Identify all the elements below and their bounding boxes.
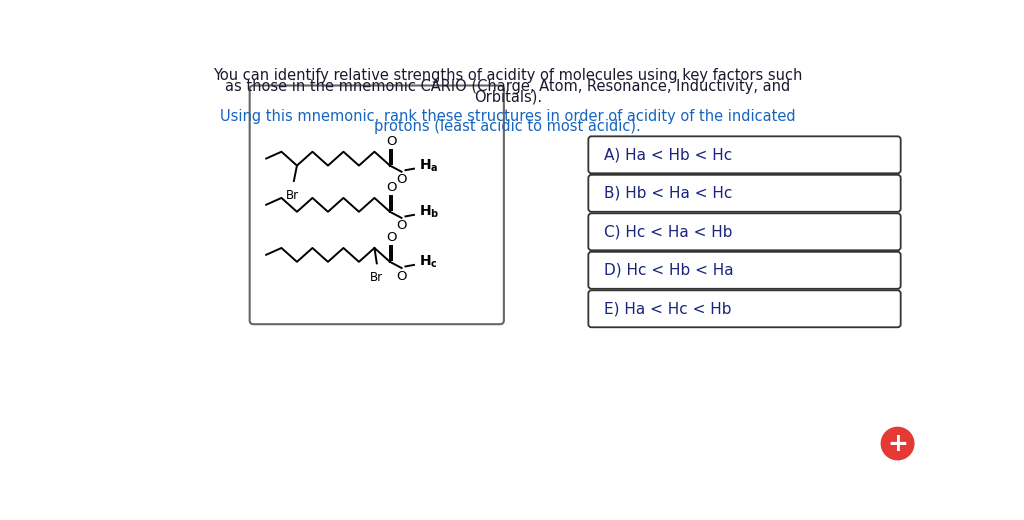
Text: You can identify relative strengths of acidity of molecules using key factors su: You can identify relative strengths of a… — [213, 68, 803, 83]
Text: +: + — [887, 432, 908, 456]
Text: $\mathbf{H_c}$: $\mathbf{H_c}$ — [419, 254, 437, 270]
Text: O: O — [396, 219, 407, 232]
Text: O: O — [396, 173, 407, 186]
FancyBboxPatch shape — [250, 85, 504, 324]
Text: O: O — [386, 231, 396, 244]
Text: $\mathbf{H_a}$: $\mathbf{H_a}$ — [419, 158, 438, 174]
FancyBboxPatch shape — [589, 175, 901, 212]
Text: as those in the mnemonic CARIO (Charge, Atom, Resonance, Inductivity, and: as those in the mnemonic CARIO (Charge, … — [225, 79, 791, 94]
Text: Using this mnemonic, rank these structures in order of acidity of the indicated: Using this mnemonic, rank these structur… — [220, 109, 796, 124]
Text: D) Hc < Hb < Ha: D) Hc < Hb < Ha — [604, 263, 733, 278]
Text: O: O — [386, 135, 396, 148]
Text: A) Ha < Hb < Hc: A) Ha < Hb < Hc — [604, 147, 732, 162]
Text: O: O — [396, 269, 407, 282]
FancyBboxPatch shape — [589, 290, 901, 327]
Circle shape — [882, 427, 913, 460]
Text: E) Ha < Hc < Hb: E) Ha < Hc < Hb — [604, 301, 731, 316]
Text: Orbitals).: Orbitals). — [474, 89, 542, 105]
Text: protons (least acidic to most acidic).: protons (least acidic to most acidic). — [375, 120, 641, 134]
Text: O: O — [386, 181, 396, 194]
Text: $\mathbf{H_b}$: $\mathbf{H_b}$ — [419, 203, 439, 220]
FancyBboxPatch shape — [589, 136, 901, 173]
FancyBboxPatch shape — [589, 252, 901, 289]
Text: B) Hb < Ha < Hc: B) Hb < Ha < Hc — [604, 186, 732, 201]
Text: Br: Br — [286, 189, 299, 202]
Text: Br: Br — [371, 271, 383, 284]
Text: C) Hc < Ha < Hb: C) Hc < Ha < Hb — [604, 224, 732, 239]
FancyBboxPatch shape — [589, 213, 901, 250]
